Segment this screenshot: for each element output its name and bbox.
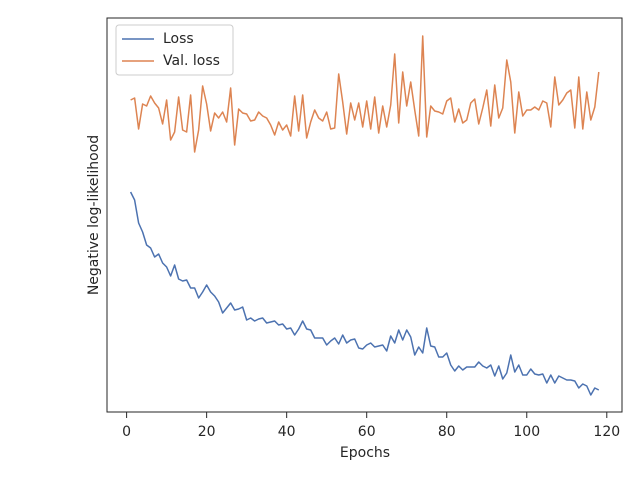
x-tick-label: 120 bbox=[593, 424, 620, 440]
axes-frame bbox=[106, 17, 623, 413]
line-series bbox=[130, 35, 600, 153]
x-tick-label: 100 bbox=[513, 424, 540, 440]
legend-label: Loss bbox=[163, 31, 194, 47]
x-tick-label: 40 bbox=[278, 424, 296, 440]
legend-box bbox=[115, 24, 234, 76]
legend-label: Val. loss bbox=[163, 53, 220, 69]
line-series bbox=[129, 191, 600, 396]
y-axis-label: Negative log-likelihood bbox=[86, 135, 102, 295]
x-tick-label: 60 bbox=[358, 424, 376, 440]
x-tick-label: 20 bbox=[198, 424, 216, 440]
x-axis-label: Epochs bbox=[340, 445, 390, 461]
x-tick-label: 80 bbox=[438, 424, 456, 440]
x-tick-label: 0 bbox=[122, 424, 131, 440]
